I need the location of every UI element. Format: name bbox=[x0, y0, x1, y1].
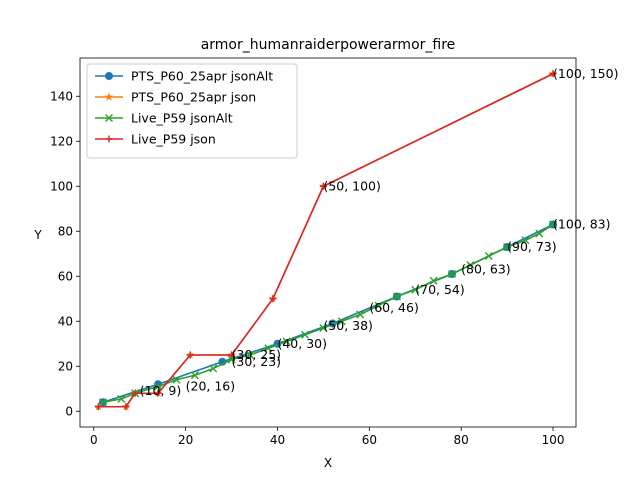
x-tick-label: 100 bbox=[542, 433, 565, 447]
data-point bbox=[105, 72, 113, 80]
data-point bbox=[392, 292, 401, 301]
y-tick-label: 100 bbox=[50, 179, 73, 193]
y-tick-label: 40 bbox=[58, 314, 73, 328]
x-tick-label: 20 bbox=[178, 433, 193, 447]
data-point bbox=[282, 337, 291, 346]
legend-label: PTS_P60_25apr jsonAlt bbox=[131, 69, 273, 84]
series-line bbox=[102, 223, 554, 404]
legend-item: PTS_P60_25apr json bbox=[95, 90, 256, 105]
axis-ticks: 0 20 40 60 80 100 0 20 40 60 80 100 120 140 bbox=[50, 89, 564, 447]
x-tick-label: 0 bbox=[90, 433, 98, 447]
data-point bbox=[122, 403, 130, 411]
data-point bbox=[429, 276, 438, 285]
annotation-label: (80, 63) bbox=[461, 262, 511, 277]
data-point bbox=[374, 301, 383, 310]
series-line bbox=[102, 223, 554, 404]
annotation-label: (60, 46) bbox=[369, 300, 419, 315]
data-annotations: (10, 9) (20, 16) (30, 25)(30, 23) (40, 30) (… bbox=[140, 66, 619, 398]
x-tick-label: 60 bbox=[362, 433, 377, 447]
data-point bbox=[117, 394, 126, 403]
data-point bbox=[209, 364, 218, 373]
data-point bbox=[484, 252, 493, 260]
plot-frame bbox=[79, 57, 577, 428]
data-point bbox=[448, 270, 456, 278]
legend-label: PTS_P60_25apr json bbox=[131, 90, 256, 105]
data-point bbox=[154, 382, 163, 391]
annotation-label: (100, 150) bbox=[553, 66, 618, 81]
legend-item: Live_P59 json bbox=[95, 132, 216, 147]
data-point bbox=[172, 375, 181, 384]
y-tick-label: 80 bbox=[58, 224, 73, 238]
legend-label: Live_P59 jsonAlt bbox=[131, 111, 233, 126]
data-point bbox=[245, 351, 254, 359]
data-point bbox=[131, 389, 139, 397]
data-point bbox=[98, 398, 107, 407]
data-point bbox=[105, 114, 113, 122]
data-point bbox=[319, 324, 328, 332]
series-3 bbox=[94, 70, 557, 411]
data-point bbox=[337, 317, 346, 326]
data-point bbox=[503, 243, 512, 251]
data-point bbox=[186, 351, 194, 359]
data-point bbox=[227, 355, 236, 364]
legend-box bbox=[86, 63, 298, 159]
legend-item: Live_P59 jsonAlt bbox=[95, 111, 233, 126]
legend-item: PTS_P60_25apr jsonAlt bbox=[95, 69, 273, 84]
x-tick-label: 40 bbox=[270, 433, 285, 447]
series-0 bbox=[98, 220, 558, 407]
data-point bbox=[269, 295, 277, 303]
y-tick-label: 20 bbox=[58, 359, 73, 373]
data-point bbox=[104, 92, 114, 101]
data-point bbox=[411, 285, 420, 294]
data-point bbox=[319, 182, 327, 190]
data-point bbox=[264, 344, 273, 353]
annotation-label: (50, 100) bbox=[323, 178, 380, 193]
annotation-label: (50, 38) bbox=[323, 318, 373, 333]
data-point bbox=[301, 330, 310, 339]
data-point bbox=[549, 220, 558, 229]
annotation-label: (70, 54) bbox=[415, 282, 465, 297]
annotation-label: (90, 73) bbox=[507, 239, 557, 254]
data-point bbox=[154, 389, 162, 397]
y-tick-label: 0 bbox=[65, 404, 73, 418]
x-axis-label: X bbox=[324, 456, 332, 470]
data-point bbox=[535, 229, 544, 238]
annotation-label: (10, 9) bbox=[140, 383, 182, 398]
data-point bbox=[549, 70, 557, 78]
annotation-label: (40, 30) bbox=[277, 336, 327, 351]
legend: PTS_P60_25apr jsonAlt PTS_P60_25apr json L… bbox=[86, 63, 298, 159]
data-point bbox=[228, 351, 236, 359]
data-point bbox=[105, 135, 113, 143]
y-tick-label: 60 bbox=[58, 269, 73, 283]
data-point bbox=[94, 403, 102, 411]
data-point bbox=[521, 236, 530, 245]
series-lines bbox=[94, 69, 558, 411]
annotation-label: (30, 25) bbox=[232, 347, 282, 362]
data-point bbox=[190, 371, 199, 380]
annotation-label: (100, 83) bbox=[553, 217, 610, 232]
y-axis-label: Y bbox=[33, 228, 42, 242]
x-tick-label: 80 bbox=[454, 433, 469, 447]
annotation-label: (20, 16) bbox=[186, 379, 236, 394]
series-2 bbox=[98, 220, 558, 407]
data-point bbox=[356, 310, 365, 319]
y-tick-label: 120 bbox=[50, 134, 73, 148]
annotation-label: (30, 23) bbox=[232, 354, 282, 369]
data-point bbox=[466, 261, 475, 269]
legend-label: Live_P59 json bbox=[131, 132, 216, 147]
chart-title: armor_humanraiderpowerarmor_fire bbox=[201, 37, 456, 53]
y-tick-label: 140 bbox=[50, 89, 73, 103]
